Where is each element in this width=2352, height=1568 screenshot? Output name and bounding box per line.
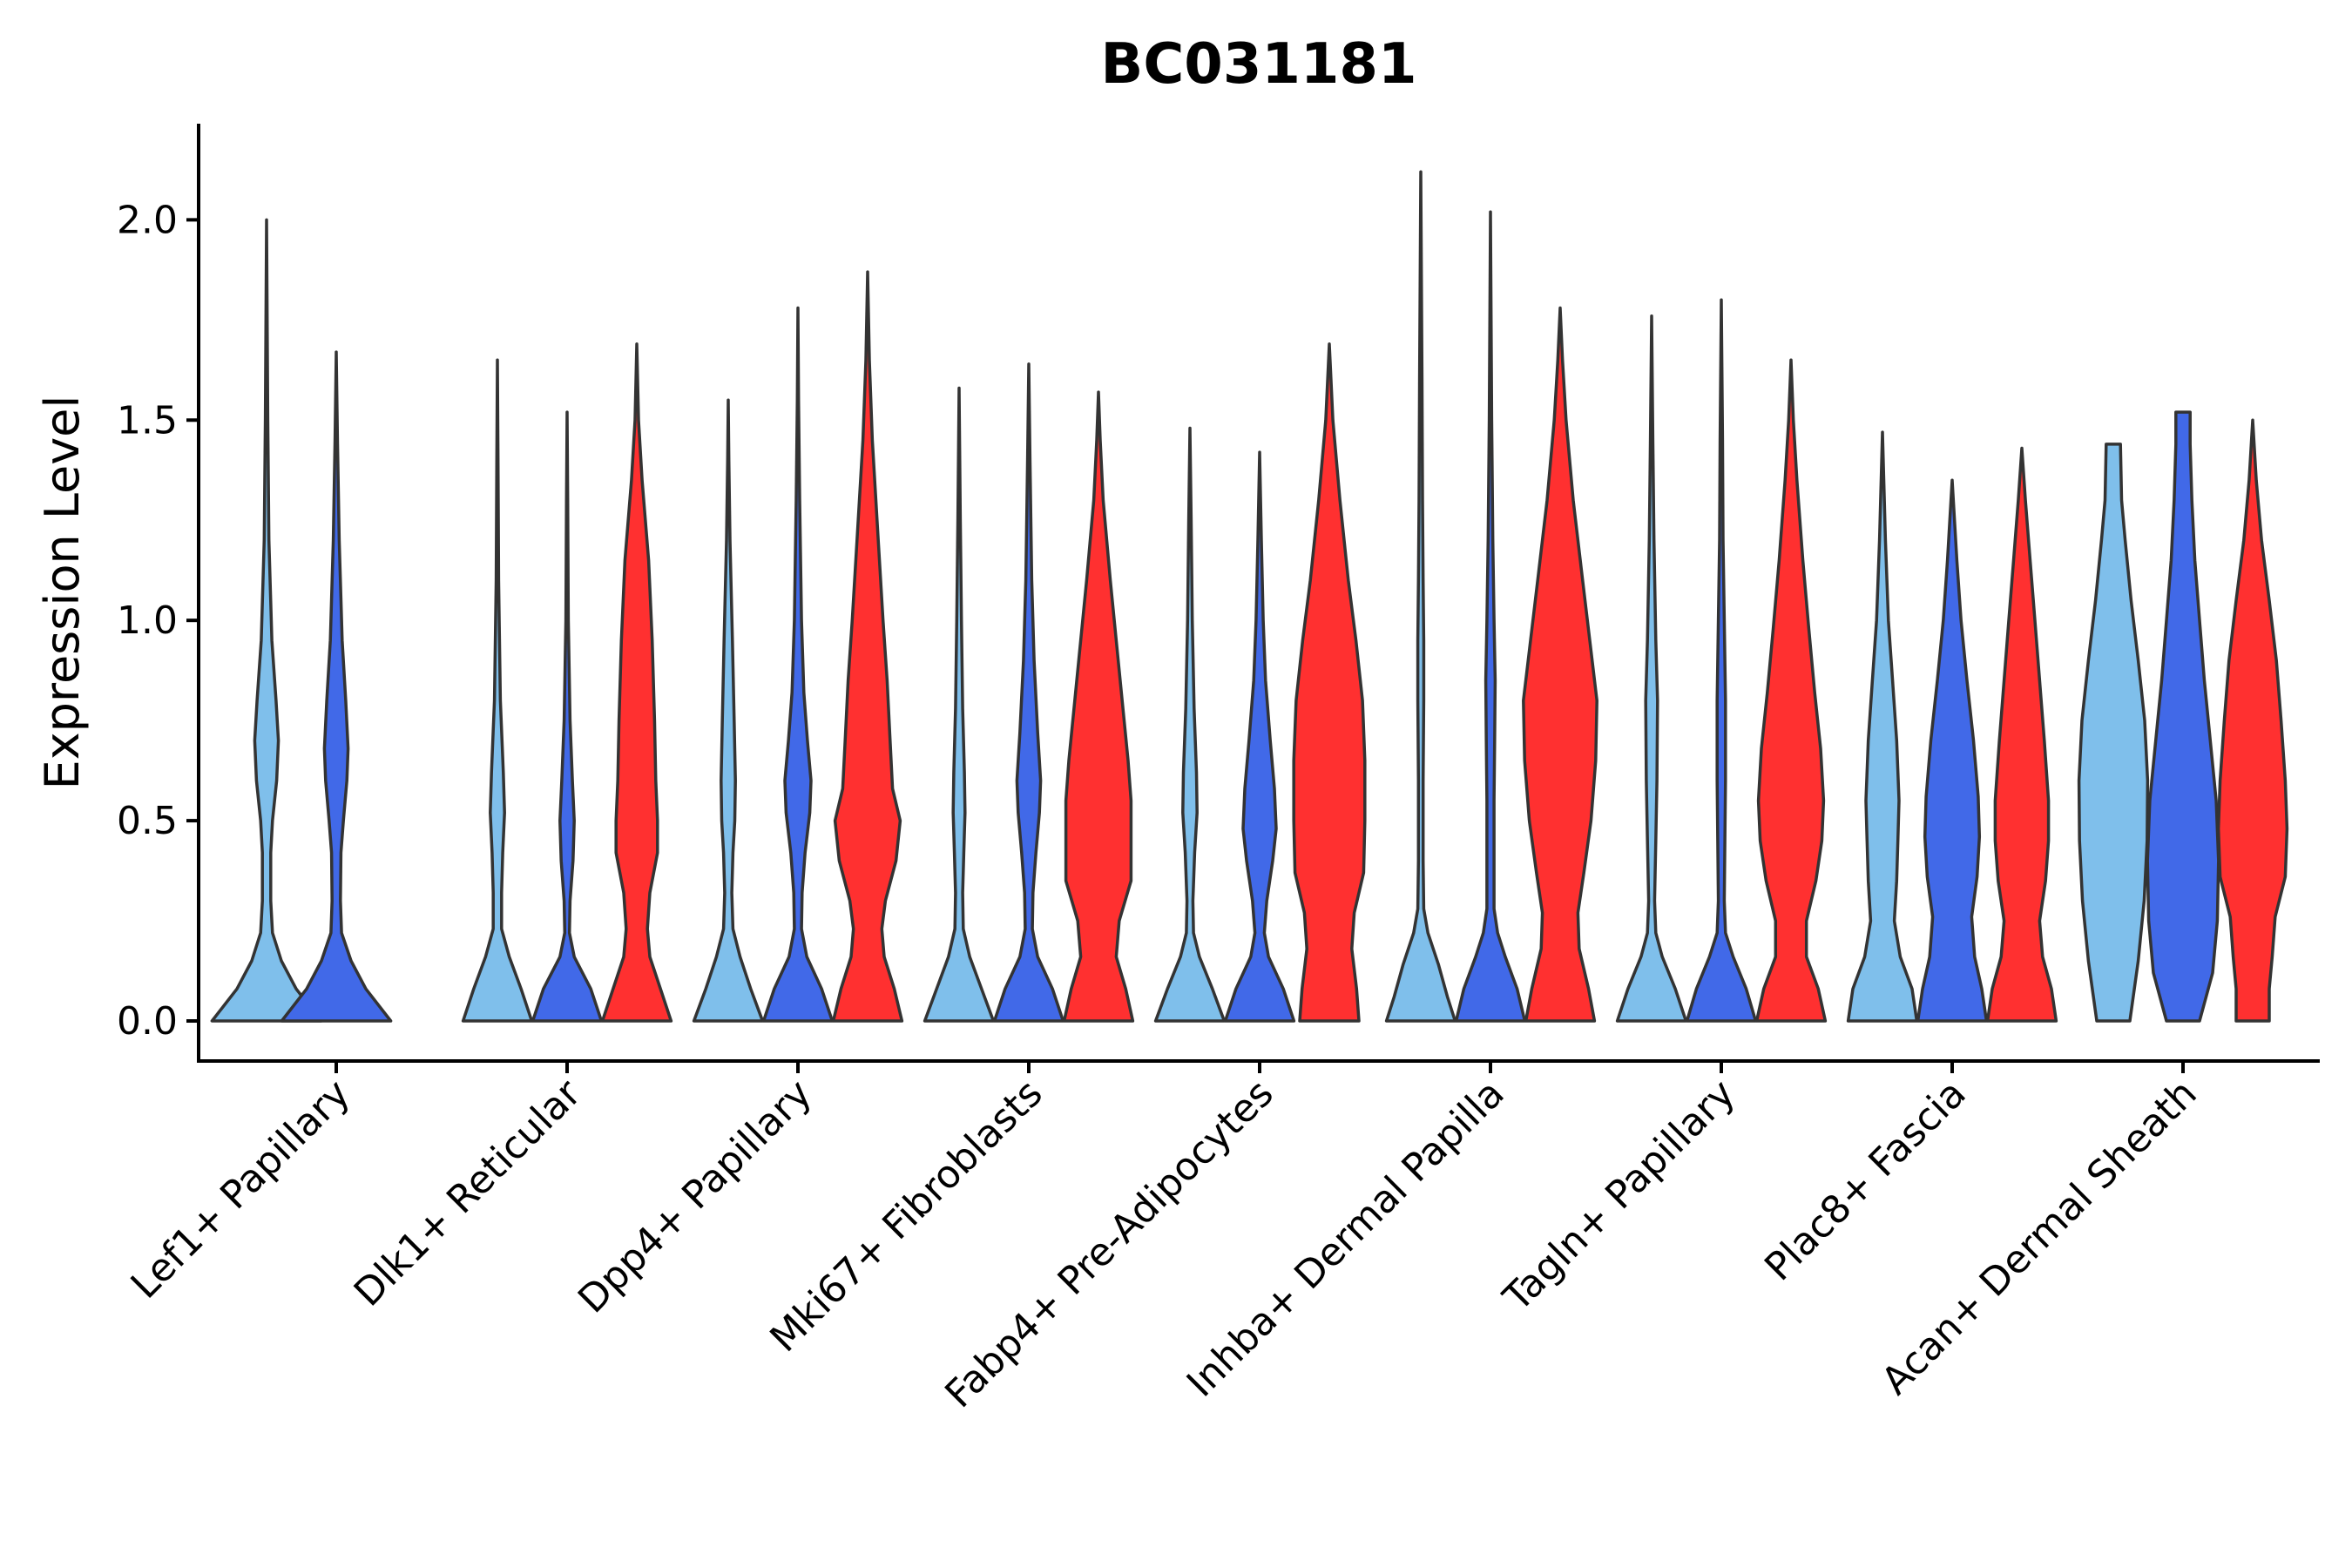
violin-acan-dermal-sheath-group-3 xyxy=(2216,418,2289,1023)
violin-plac8-fascia-group-1 xyxy=(1846,430,1919,1023)
violin-inhba-dermal-papilla-group-1 xyxy=(1384,170,1457,1023)
y-axis-label: Expression Level xyxy=(35,395,90,790)
violin-acan-dermal-sheath-group-2 xyxy=(2146,410,2220,1023)
violin-tagln-papillary-group-1 xyxy=(1615,314,1688,1023)
violin-tagln-papillary-group-3 xyxy=(1754,358,1828,1023)
y-axis-ticks: 0.0 0.5 1.0 1.5 2.0 xyxy=(117,198,199,1044)
violin-tagln-papillary-group-2 xyxy=(1685,298,1758,1023)
violin-dlk1-reticular-group-3 xyxy=(600,342,673,1023)
y-tick-label: 0.0 xyxy=(117,999,178,1044)
violin-dlk1-reticular-group-1 xyxy=(461,358,534,1023)
violin-mki67-fibroblasts-group-2 xyxy=(992,362,1065,1023)
violin-inhba-dermal-papilla-group-3 xyxy=(1522,306,1598,1023)
violin-lef1-papillary-group-1 xyxy=(210,218,323,1023)
violin-dlk1-reticular-group-2 xyxy=(531,410,604,1023)
violin-layer xyxy=(210,170,2289,1023)
y-tick-label: 0.5 xyxy=(117,799,178,843)
violin-fabp4-pre-adipocytes-group-1 xyxy=(1153,426,1227,1023)
violin-dpp4-papillary-group-3 xyxy=(831,270,904,1023)
violin-fabp4-pre-adipocytes-group-2 xyxy=(1223,450,1296,1023)
violin-acan-dermal-sheath-group-1 xyxy=(2077,443,2150,1023)
y-tick-label: 1.5 xyxy=(117,398,178,443)
violin-dpp4-papillary-group-1 xyxy=(692,398,765,1023)
x-tick-label: Tagln+ Papillary xyxy=(1495,1071,1744,1321)
x-tick-label: Plac8+ Fascia xyxy=(1756,1071,1975,1290)
violin-plac8-fascia-group-3 xyxy=(1985,446,2058,1023)
violin-mki67-fibroblasts-group-1 xyxy=(923,386,996,1023)
violin-fabp4-pre-adipocytes-group-3 xyxy=(1292,342,1367,1023)
x-tick-label: Dlk1+ Reticular xyxy=(346,1071,591,1315)
violin-lef1-papillary-group-2 xyxy=(280,350,393,1023)
violin-inhba-dermal-papilla-group-2 xyxy=(1454,210,1527,1023)
y-tick-label: 2.0 xyxy=(117,198,178,242)
x-tick-label: Dpp4+ Papillary xyxy=(570,1071,821,1322)
x-tick-label: Lef1+ Papillary xyxy=(123,1071,359,1308)
violin-mki67-fibroblasts-group-3 xyxy=(1062,390,1135,1023)
chart-title: BC031181 xyxy=(1101,32,1417,97)
y-tick-label: 1.0 xyxy=(117,598,178,643)
violin-dpp4-papillary-group-2 xyxy=(761,306,835,1023)
violin-plac8-fascia-group-2 xyxy=(1916,478,1989,1023)
